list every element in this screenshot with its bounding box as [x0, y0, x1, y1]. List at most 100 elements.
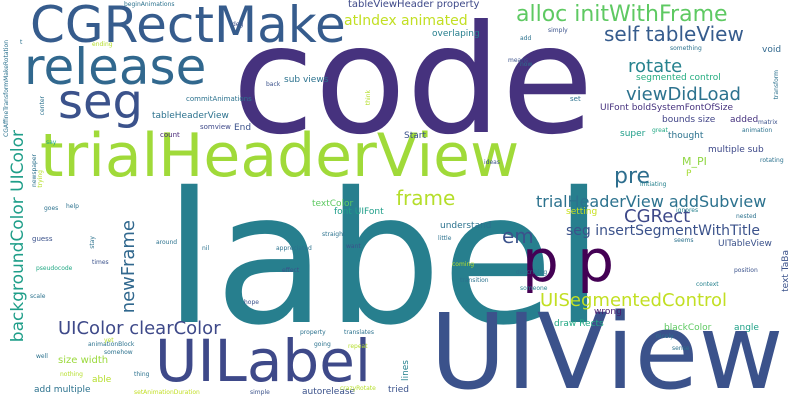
- word-transition: transition: [460, 277, 489, 284]
- word-guess: guess: [32, 235, 53, 243]
- word-text-taba: text TaBa: [781, 250, 791, 292]
- word-commitanimations: commitAnimations: [186, 95, 252, 103]
- word-release: release: [24, 38, 207, 96]
- word-sense: sense: [672, 345, 690, 352]
- word-property: property: [300, 329, 326, 336]
- word-think: think: [365, 90, 372, 106]
- word-someone: someone: [520, 285, 548, 292]
- word-add-multiple: add multiple: [34, 385, 91, 395]
- word-nothing: nothing: [60, 371, 83, 378]
- word-autorelease: autorelease: [302, 387, 356, 397]
- word-matrix: matrix: [758, 119, 778, 126]
- word-newframe: newFrame: [118, 220, 139, 314]
- word-yet: yet: [104, 337, 114, 344]
- word-hope: hope: [244, 299, 259, 306]
- word-label: label: [164, 153, 605, 365]
- word-describing: describing: [516, 269, 548, 276]
- word-translates: translates: [344, 329, 374, 336]
- word-nicely: nicely: [656, 333, 674, 340]
- word-crazyrotate: crazyRotate: [340, 385, 376, 392]
- word-ideas: ideas: [484, 159, 500, 166]
- word-start: Start: [404, 131, 426, 141]
- word-viewdidload: viewDidLoad: [626, 84, 741, 105]
- word-context: context: [696, 281, 719, 288]
- word-ignores: ignores: [676, 207, 699, 214]
- word-well: well: [36, 353, 48, 360]
- word-understand: understand: [440, 221, 492, 231]
- word-great: great: [652, 127, 668, 134]
- word-count: count: [160, 131, 180, 139]
- word-m-pi: M_PI: [682, 155, 707, 168]
- word-now: now: [520, 61, 533, 68]
- word-straight: straight: [322, 231, 346, 238]
- word-setanimationduration: setAnimationDuration: [134, 389, 200, 396]
- word-uilabel: UILabel: [155, 327, 372, 395]
- word-end: End: [234, 123, 252, 133]
- word-deg: deg: [232, 21, 244, 28]
- word-say: say: [46, 139, 57, 146]
- word-simple: simple: [250, 389, 270, 396]
- word-something: something: [670, 45, 702, 52]
- word-trialheaderview-addsubview: trialHeaderView addSubview: [536, 192, 767, 211]
- word-little: little: [438, 235, 452, 242]
- word-wrong: wrong: [594, 307, 622, 317]
- word-somehow: somehow: [104, 349, 133, 356]
- word-alloc-initwithframe: alloc initWithFrame: [516, 2, 728, 27]
- word-textcolor: textColor: [312, 199, 354, 209]
- word-rotating: rotating: [760, 157, 784, 164]
- word-seg-insertsegmentwithtitle: seg insertSegmentWithTitle: [566, 223, 760, 239]
- word-transform: transform: [773, 70, 780, 100]
- word-code: code: [232, 0, 594, 168]
- word-cgrectmake: CGRectMake: [30, 0, 346, 54]
- word-center: center: [39, 96, 46, 116]
- word-frame: frame: [396, 186, 456, 210]
- word-size-width: size width: [58, 355, 109, 366]
- word-going: going: [314, 341, 331, 348]
- word-uisegmentedcontrol: UISegmentedControl: [540, 290, 728, 311]
- word-cgaffinetransformmakerotation: CGAffineTransformMakeRotation: [3, 40, 10, 137]
- word-setting: setting: [566, 207, 598, 217]
- word-em: em: [502, 224, 534, 248]
- word-cgrect: CGRect: [624, 206, 691, 227]
- word-thought: thought: [668, 131, 704, 141]
- word-help: help: [66, 203, 79, 210]
- word-added: added: [730, 115, 759, 125]
- word-coming: coming: [452, 261, 475, 268]
- word-trying: trying: [37, 170, 44, 188]
- word-bounds-size: bounds size: [662, 115, 716, 125]
- word-tried: tried: [388, 385, 409, 395]
- word-segmented-control: segmented control: [636, 73, 721, 83]
- word-p: P: [686, 169, 692, 179]
- word-self-tableview: self tableView: [604, 22, 744, 46]
- word-blackcolor: blackColor: [664, 323, 712, 333]
- word-want: want: [346, 243, 361, 250]
- word-somview: somview: [200, 123, 231, 131]
- word-repeat: repeat: [348, 343, 368, 350]
- word-font-uifont: font UIFont: [334, 207, 384, 217]
- word-trialheaderview: trialHeaderView: [40, 121, 520, 191]
- word-t: t: [20, 39, 23, 46]
- word-uicolor-clearcolor: UIColor clearColor: [58, 318, 221, 339]
- word-animation: animation: [742, 127, 773, 134]
- word-draw-rects: draw Rects: [554, 319, 604, 329]
- word-thing: thing: [134, 371, 150, 378]
- word-around: around: [156, 239, 178, 246]
- word-tableheaderview: tableHeaderView: [152, 111, 229, 121]
- word-super: super: [620, 129, 646, 139]
- word-sub-views: sub views: [284, 75, 329, 85]
- word-uiview: UIView: [430, 291, 784, 400]
- word-set: set: [570, 95, 581, 103]
- word-nested: nested: [736, 213, 757, 220]
- word-back: back: [266, 81, 281, 88]
- word-simply: simply: [548, 27, 568, 34]
- word-uitableview: UITableView: [718, 239, 772, 249]
- word-able: able: [92, 375, 112, 385]
- word-appreciated: appreciated: [276, 245, 312, 252]
- word-times: times: [92, 259, 109, 266]
- word-initiating: initiating: [640, 181, 667, 188]
- word-uifont-boldsystemfontofsize: UIFont boldSystemFontOfSize: [600, 103, 734, 113]
- word-pre: pre: [614, 164, 651, 189]
- word-tableviewheader-property: tableViewHeader property: [348, 0, 480, 10]
- word-seg: seg: [58, 74, 144, 130]
